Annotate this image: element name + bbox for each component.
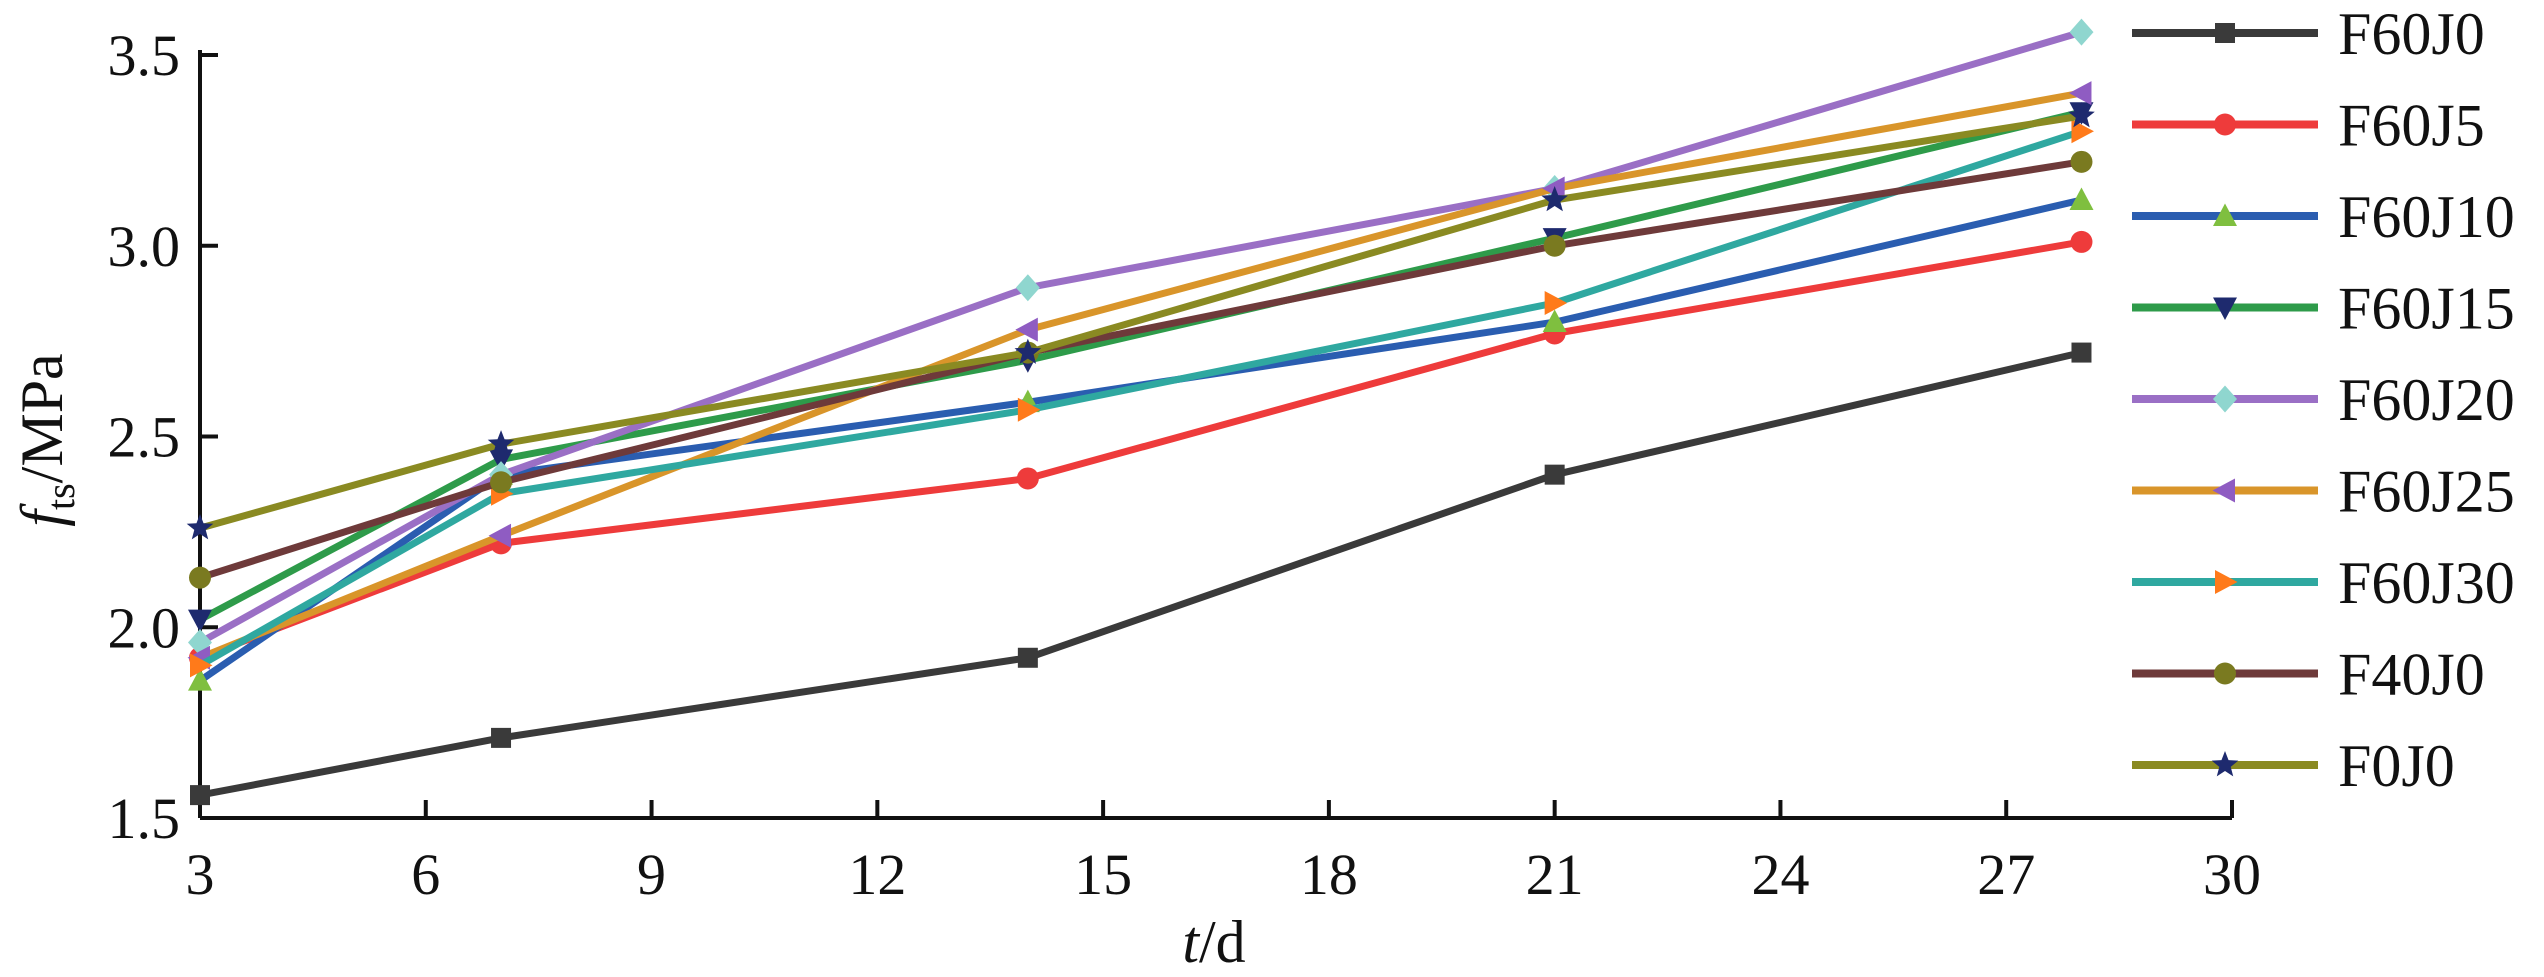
legend-item: F60J20 (2132, 367, 2515, 433)
y-tick-label: 3.5 (108, 23, 181, 88)
legend-label: F60J25 (2338, 459, 2515, 525)
legend-marker (2212, 478, 2235, 503)
legend-item: F60J10 (2132, 184, 2515, 250)
data-point (491, 727, 512, 748)
legend-marker (2214, 662, 2236, 685)
x-tick-label: 27 (1977, 842, 2035, 907)
legend-label: F0J0 (2338, 733, 2455, 799)
legend-label: F60J15 (2338, 276, 2515, 342)
data-point (188, 609, 212, 633)
legend-label: F40J0 (2338, 642, 2485, 708)
legend-item: F40J0 (2132, 642, 2485, 708)
x-tick-label: 9 (637, 842, 666, 907)
data-point (1542, 309, 1567, 333)
data-point (1017, 647, 1038, 668)
legend-item: F60J25 (2132, 459, 2515, 525)
data-point (2069, 18, 2094, 46)
legend-label: F60J10 (2338, 184, 2515, 250)
data-point (189, 566, 211, 589)
data-point (487, 430, 515, 456)
legend-label: F60J0 (2338, 1, 2485, 67)
y-tick-label: 2.0 (108, 595, 181, 660)
series-f60j25 (187, 81, 2092, 670)
data-point (2070, 230, 2093, 253)
y-axis-title: fts/MPa (9, 353, 83, 526)
data-point (190, 785, 210, 806)
legend-label: F60J20 (2338, 367, 2515, 433)
x-tick-label: 18 (1300, 842, 1358, 907)
data-point (490, 471, 513, 494)
data-point (2071, 342, 2092, 363)
series-line (198, 127, 2083, 669)
data-point (1016, 467, 1039, 490)
legend-item: F60J5 (2132, 93, 2485, 159)
x-tick-label: 21 (1526, 842, 1584, 907)
data-point (1544, 290, 1568, 315)
legend: F60J0 F60J5 F60J10 F60J15 F60J20 F60J25 F60J30… (2132, 1, 2515, 799)
legend-label: F60J30 (2338, 550, 2515, 616)
data-point (488, 523, 512, 548)
y-tick-label: 1.5 (108, 786, 181, 851)
x-tick-label: 12 (848, 842, 906, 907)
data-point (190, 653, 213, 678)
series-f60j0 (190, 342, 2092, 806)
series-f0j0 (186, 102, 2095, 540)
legend-marker (2213, 297, 2237, 320)
x-tick-label: 6 (411, 842, 440, 907)
x-axis-title: t/d (1182, 909, 1245, 972)
data-point (2069, 187, 2094, 210)
data-point (489, 449, 514, 472)
x-tick-label: 3 (186, 842, 215, 907)
legend-marker (2211, 751, 2239, 777)
data-point (1017, 397, 1041, 422)
data-point (2068, 102, 2095, 128)
legend-item: F60J30 (2132, 550, 2515, 616)
data-point (2070, 150, 2093, 173)
legend-marker (2215, 570, 2238, 594)
x-tick-label: 15 (1074, 842, 1132, 907)
data-point (1015, 274, 1040, 302)
data-point (1014, 338, 1042, 364)
data-point (1541, 185, 1568, 212)
y-tick-label: 3.0 (108, 214, 181, 279)
series-group (186, 18, 2095, 806)
legend-marker (2213, 203, 2237, 226)
data-point (186, 514, 214, 540)
y-tick-label: 2.5 (108, 405, 181, 470)
legend-marker (2214, 113, 2236, 136)
data-point (2068, 81, 2092, 106)
legend-item: F60J15 (2132, 276, 2515, 342)
series-f40j0 (189, 150, 2093, 589)
data-point (1542, 176, 1565, 201)
legend-label: F60J5 (2338, 93, 2485, 159)
x-tick-label: 30 (2203, 842, 2261, 907)
x-tick-label: 24 (1751, 842, 1809, 907)
data-point (2071, 119, 2094, 144)
data-point (1544, 464, 1565, 485)
data-point (1543, 234, 1566, 257)
series-line (199, 349, 2083, 799)
axes: 3 6 9 12 15 18 21 24 27 30 1.5 2.0 2.5 3.0 3.5 (108, 23, 2262, 907)
legend-item: F0J0 (2132, 733, 2455, 799)
legend-marker (2213, 385, 2237, 413)
data-point (188, 668, 212, 691)
data-point (1015, 317, 1038, 342)
legend-item: F60J0 (2132, 1, 2485, 67)
legend-marker (2215, 23, 2235, 43)
series-line (198, 196, 2083, 684)
